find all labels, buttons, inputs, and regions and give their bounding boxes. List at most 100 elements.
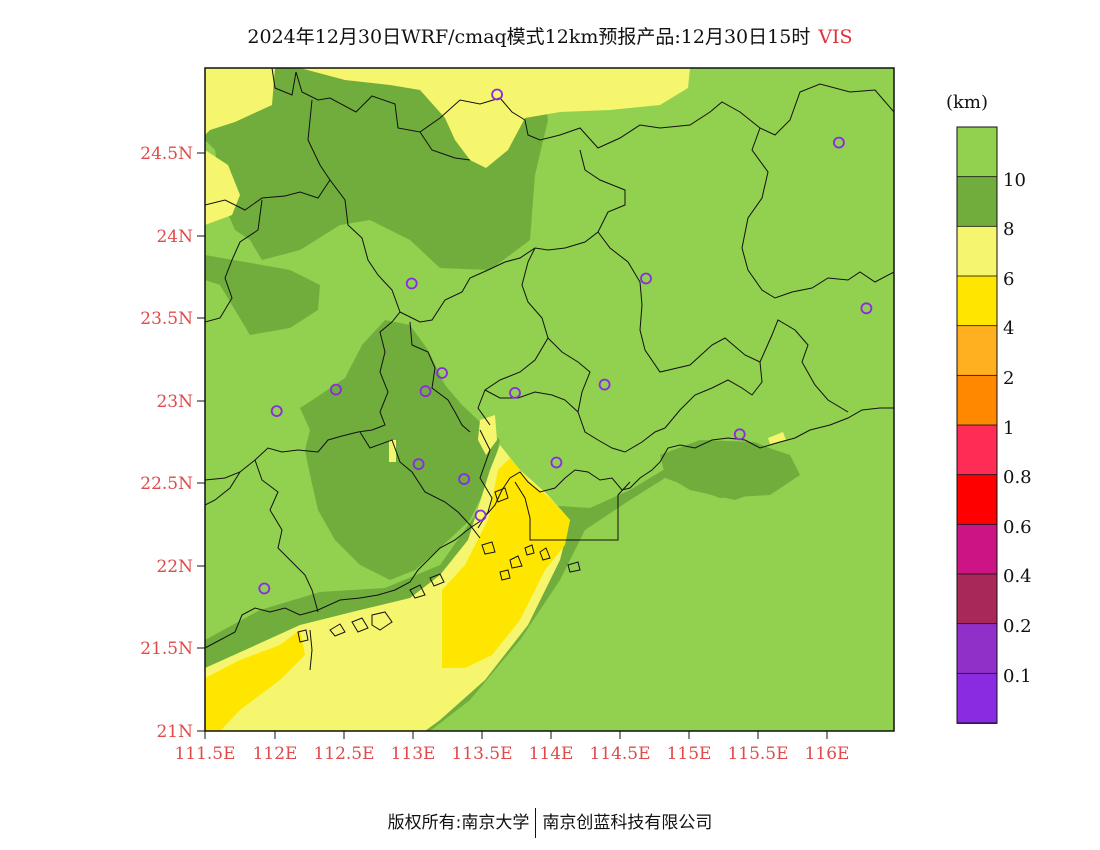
colorbar-swatch <box>956 126 998 178</box>
title-main: 2024年12月30日WRF/cmaq模式12km预报产品:12月30日15时 <box>247 26 811 48</box>
colorbar-swatch <box>956 275 998 327</box>
vis-6-8-area-east-dot <box>768 432 786 444</box>
shenzhen-hk-boundary <box>514 481 631 541</box>
island-12 <box>494 487 509 503</box>
vis-4-6-area-pearl-river <box>442 458 570 668</box>
colorbar-label: 0.1 <box>1003 666 1032 687</box>
title-variable: VIS <box>818 26 853 48</box>
colorbar-label: 0.4 <box>1003 566 1032 587</box>
island-13 <box>297 629 309 643</box>
station-marker <box>474 509 487 522</box>
vis-4-6-area-west-coast <box>205 630 305 731</box>
x-tick-label: 114.5E <box>589 744 650 764</box>
colorbar-swatch <box>956 623 998 675</box>
station-markers <box>258 88 873 595</box>
x-axis: 111.5E 112E 112.5E 113E 113.5E 114E 114.… <box>174 731 849 764</box>
city-boundary-l <box>664 361 763 429</box>
city-boundary-f <box>759 319 849 413</box>
island-7 <box>499 569 511 581</box>
station-marker <box>509 386 521 399</box>
vis-8-10-area-east-patch <box>660 440 785 500</box>
station-marker <box>436 367 448 379</box>
colorbar-swatch <box>956 225 998 277</box>
city-boundary-c <box>477 247 549 426</box>
city-boundary-west-north <box>205 179 401 323</box>
vis-6-8-area-dot <box>389 440 396 462</box>
copyright-footer: 版权所有:南京大学 南京创蓝科技有限公司 <box>0 808 1100 838</box>
visibility-field <box>205 68 894 731</box>
colorbar-swatch <box>956 325 998 377</box>
colorbar-unit: (km) <box>946 92 988 113</box>
copyright-right: 南京创蓝科技有限公司 <box>542 813 713 833</box>
station-marker <box>491 88 504 101</box>
colorbar-label: 0.6 <box>1003 517 1032 538</box>
colorbar-frame <box>956 126 998 724</box>
coastline <box>205 407 894 671</box>
colorbar-swatch <box>956 672 998 724</box>
colorbar-swatch <box>956 523 998 575</box>
island-1 <box>329 623 346 637</box>
x-tick-label: 113.5E <box>451 744 512 764</box>
vis-8-10-area-west <box>205 255 320 335</box>
y-tick-label: 23N <box>156 392 193 412</box>
colorbar-label: 8 <box>1003 219 1014 240</box>
station-marker <box>833 136 845 149</box>
station-marker <box>412 458 425 471</box>
city-boundary-k <box>547 337 666 453</box>
colorbar-swatch <box>956 573 998 625</box>
x-tick-label: 114E <box>529 744 574 764</box>
island-4 <box>409 584 426 599</box>
city-boundary-e <box>741 127 894 299</box>
x-tick-label: 115.5E <box>727 744 788 764</box>
x-tick-label: 111.5E <box>174 744 235 764</box>
city-boundary-p <box>307 99 331 181</box>
vis-6-8-area-west-strip <box>205 150 240 225</box>
city-boundary-m <box>484 389 579 413</box>
vis-8-10-area-central <box>300 320 500 580</box>
island-2 <box>351 617 369 633</box>
island-6 <box>509 555 523 569</box>
vis-6-8-area-estuary <box>478 415 497 455</box>
x-tick-label: 116E <box>805 744 850 764</box>
y-axis: 24.5N 24N 23.5N 23N 22.5N 22N 21.5N 21N <box>140 144 205 742</box>
island-8 <box>524 544 535 556</box>
station-marker <box>598 378 611 391</box>
y-tick-label: 23.5N <box>140 309 193 329</box>
colorbar-label: 0.8 <box>1003 467 1032 488</box>
y-tick-label: 24N <box>156 227 193 247</box>
colorbar-swatch <box>956 374 998 426</box>
footer-separator <box>535 808 537 838</box>
colorbar-label: 1 <box>1003 418 1014 439</box>
colorbar: (km) 10 8 6 4 2 1 0.8 0.6 0.4 0.2 0.1 <box>946 92 1032 724</box>
y-tick-label: 22N <box>156 557 193 577</box>
city-boundary-q <box>419 131 471 161</box>
colorbar-label: 0.2 <box>1003 616 1032 637</box>
vis-6-8-area-nw <box>205 68 275 135</box>
y-tick-label: 22.5N <box>140 474 193 494</box>
city-boundary-j <box>359 431 481 539</box>
station-marker <box>550 456 563 469</box>
colorbar-label: 4 <box>1003 318 1014 339</box>
island-9 <box>539 547 551 561</box>
colorbar-swatch <box>956 474 998 526</box>
x-tick-label: 113E <box>391 744 436 764</box>
station-marker <box>860 302 873 315</box>
x-tick-label: 112.5E <box>313 744 374 764</box>
station-marker <box>270 405 283 418</box>
colorbar-label: 10 <box>1003 170 1026 191</box>
island-3 <box>371 611 393 631</box>
colorbar-swatches <box>956 126 998 724</box>
y-tick-label: 24.5N <box>140 144 193 164</box>
station-marker <box>329 383 342 396</box>
colorbar-swatch <box>956 424 998 476</box>
station-marker <box>733 428 746 441</box>
x-tick-label: 115E <box>667 744 712 764</box>
province-boundary-north <box>271 68 894 149</box>
y-tick-label: 21.5N <box>140 639 193 659</box>
station-marker <box>458 473 471 486</box>
island-5 <box>429 573 445 587</box>
colorbar-label: 2 <box>1003 368 1014 389</box>
island-10 <box>481 541 496 555</box>
y-tick-label: 21N <box>156 722 193 742</box>
colorbar-swatch <box>956 176 998 228</box>
